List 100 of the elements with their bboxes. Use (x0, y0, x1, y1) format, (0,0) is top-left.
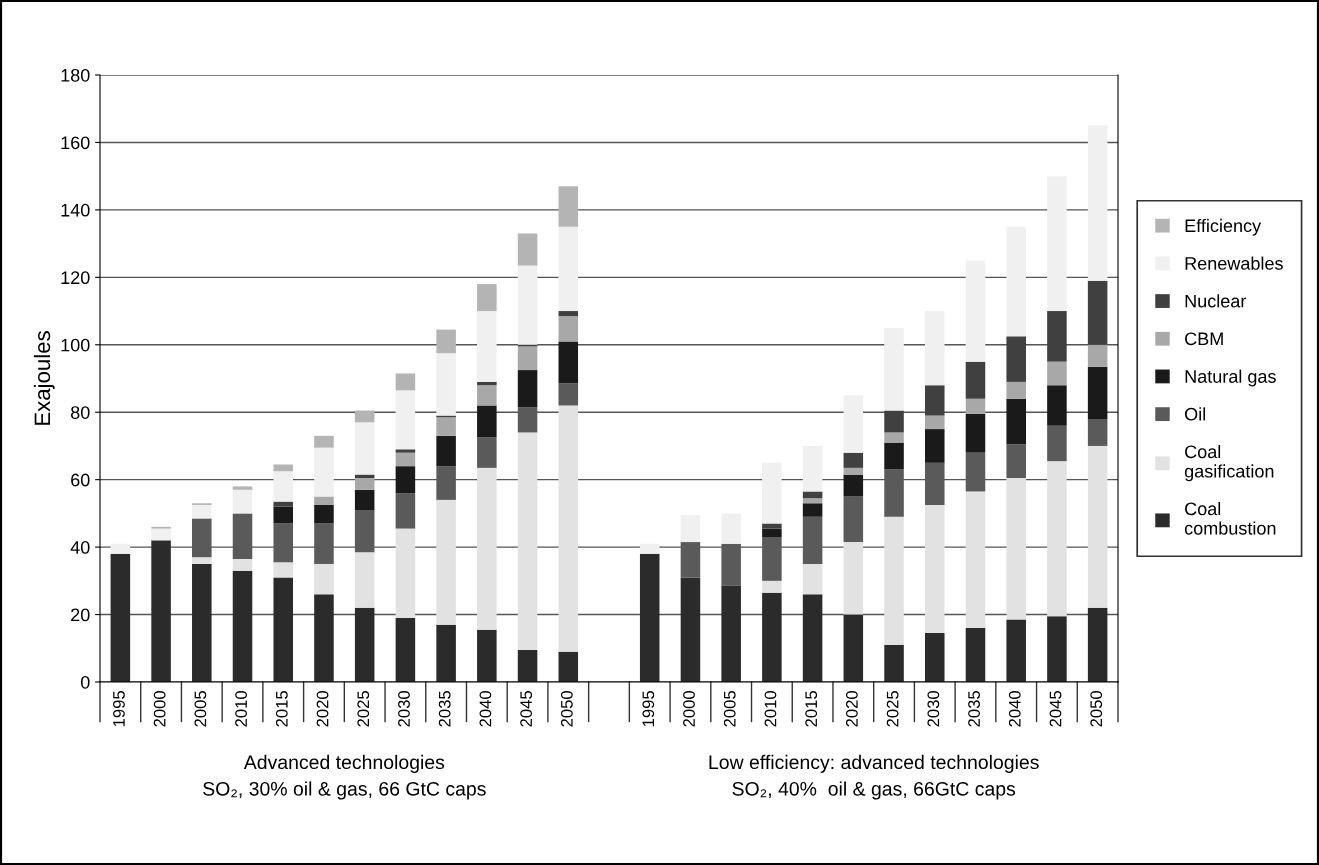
bar (517, 370, 538, 408)
x-tick-label: 2000 (683, 690, 695, 727)
bar (558, 405, 579, 652)
bar (1087, 366, 1108, 419)
bar (477, 385, 497, 406)
x-tick-label: 2010 (235, 690, 247, 727)
bar (762, 592, 782, 682)
x-tick-label: 2015 (805, 691, 818, 727)
bar (1006, 619, 1026, 682)
bar (395, 528, 416, 618)
bar (354, 477, 375, 490)
bar (558, 316, 579, 342)
bar (639, 553, 660, 682)
bar (436, 624, 456, 682)
bar (762, 523, 782, 529)
x-tick-label: 2030 (398, 690, 410, 727)
bar (436, 353, 456, 416)
bar (395, 373, 416, 391)
bar (110, 553, 131, 682)
bar (843, 496, 864, 543)
bar (924, 311, 945, 386)
bar (639, 543, 660, 554)
bar (924, 504, 945, 634)
y-tick-label: 120 (61, 271, 90, 285)
bar (232, 489, 253, 514)
legend-label: Coal combustion (1184, 501, 1276, 535)
x-tick-label: 2045 (520, 691, 533, 727)
bar (924, 429, 945, 463)
x-tick-label: 2020 (316, 690, 329, 727)
bar (965, 491, 986, 629)
y-tick-label: 0 (80, 675, 90, 689)
bar (314, 496, 334, 505)
bar (1006, 226, 1026, 337)
legend-label: Renewables (1185, 256, 1283, 270)
bar (965, 260, 986, 362)
bar (843, 542, 864, 615)
bar (843, 452, 864, 468)
x-tick-label: 2030 (927, 690, 940, 727)
bar (354, 552, 375, 608)
bar (1087, 344, 1108, 367)
bar (558, 311, 579, 317)
legend-label: Efficiency (1185, 218, 1262, 236)
legend-label: Nuclear (1185, 294, 1247, 308)
bar (273, 506, 294, 524)
bar (232, 486, 253, 490)
y-tick-label: 60 (71, 473, 90, 487)
bar (762, 528, 782, 537)
x-tick-label: 2045 (1049, 691, 1062, 727)
bar (558, 186, 579, 227)
x-tick-label: 1995 (642, 691, 655, 727)
bar (273, 471, 294, 502)
bar (1087, 280, 1108, 345)
bar (477, 629, 497, 682)
bar (477, 467, 497, 630)
bar (314, 447, 334, 497)
bar (395, 390, 416, 450)
legend-label: Oil (1185, 407, 1206, 421)
bar (192, 563, 212, 682)
bar (1087, 125, 1108, 281)
bar (558, 651, 579, 682)
bar (477, 311, 497, 382)
bar (680, 515, 701, 543)
bar (354, 607, 375, 682)
legend-label: Coal gasification (1184, 444, 1274, 482)
bar (965, 628, 986, 682)
bar (1006, 381, 1026, 399)
x-tick-label: 2025 (886, 691, 899, 727)
bar (802, 594, 823, 682)
bar (762, 580, 782, 593)
bar (558, 383, 579, 406)
bar (843, 395, 864, 453)
bar (273, 464, 294, 472)
bar (517, 346, 538, 371)
bar (843, 614, 864, 682)
bar (843, 474, 864, 497)
x-tick-label: 1995 (113, 691, 125, 727)
bar (110, 543, 131, 554)
x-tick-label: 2005 (723, 691, 736, 727)
bar (965, 398, 986, 414)
bar (680, 577, 701, 682)
bar (273, 501, 294, 507)
bar (314, 594, 334, 682)
x-tick-label: 2000 (153, 690, 166, 727)
bar (802, 445, 823, 492)
bar (802, 563, 823, 595)
bar (273, 577, 294, 682)
bar (314, 435, 334, 448)
bar (436, 329, 456, 354)
bar (436, 417, 456, 436)
bar (802, 498, 823, 504)
text: Low efficiency: advanced technologies SO₂, 40% oil & gas, 66GtC caps (709, 754, 1039, 800)
x-tick-label: 2040 (479, 690, 492, 727)
bar (884, 644, 904, 682)
x-tick-label: 2035 (438, 691, 451, 727)
bar (517, 233, 538, 266)
bar (1047, 311, 1067, 362)
bar (1047, 425, 1067, 462)
bar (192, 504, 212, 519)
bar (192, 557, 212, 564)
bar (151, 540, 171, 682)
